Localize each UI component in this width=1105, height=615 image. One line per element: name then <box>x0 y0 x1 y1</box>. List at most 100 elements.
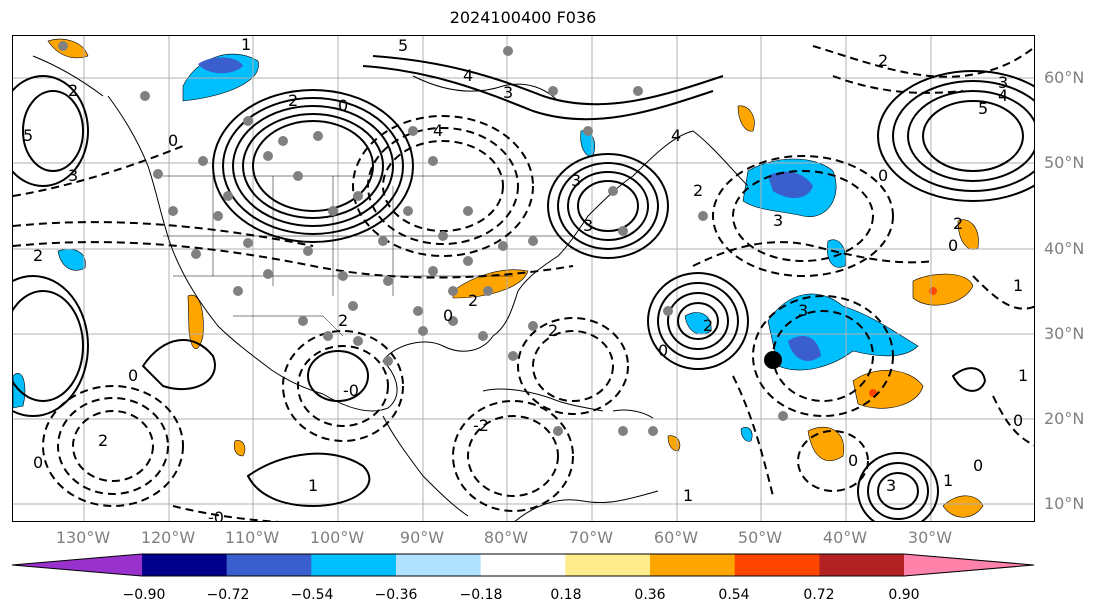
shade-orange-nw <box>47 38 89 59</box>
shade-blue-atlantic-mid <box>827 239 846 268</box>
map-panel: 1 5 2 4 3 0 -0 2 3 0 4 5 4 3 3 2 1 3 0 2… <box>12 35 1035 522</box>
colorbar-tick-label: 0.72 <box>803 587 835 603</box>
contour-label: 1 <box>308 476 318 495</box>
colorbar-segment <box>226 554 312 576</box>
contour-label: -2 <box>473 416 489 435</box>
contour-label: 0 <box>1013 411 1023 430</box>
colorbar-tick-label: 0.36 <box>634 587 666 603</box>
longitude-label: 80°W <box>483 528 529 547</box>
dashed-contours <box>13 45 1034 521</box>
map-title: 2024100400 F036 <box>449 8 597 27</box>
colorbar-outline <box>11 553 1035 577</box>
contour-label: 0 <box>658 341 668 360</box>
contour-label: 5 <box>978 99 988 118</box>
contour-label: 5 <box>398 36 408 55</box>
colorbar-segment <box>311 554 397 576</box>
latitude-label: 10°N <box>1044 494 1085 513</box>
latitude-label: 60°N <box>1044 68 1085 87</box>
shade-blue-central-atlantic <box>767 293 919 371</box>
colorbar-segment <box>12 554 142 576</box>
coastlines <box>32 55 749 521</box>
coastline-hudson-bay <box>412 75 559 102</box>
contour-label: 1 <box>241 36 251 54</box>
contour-label: 1 <box>1018 366 1028 385</box>
colorbar-segment <box>734 554 820 576</box>
longitude-label: 70°W <box>568 528 614 547</box>
contour-label: 0 <box>848 451 858 470</box>
contour-label: 2 <box>68 81 78 100</box>
colorbar-tick-label: −0.54 <box>290 587 334 603</box>
contour-label: 4 <box>998 86 1008 105</box>
shade-orange-atlantic-east <box>912 273 974 306</box>
contour-label: 3 <box>798 301 808 320</box>
colorbar-segment <box>650 554 736 576</box>
shaded-fields <box>13 38 984 518</box>
shade-darkblue-central-atlantic <box>788 336 821 361</box>
shade-blue-pacific-west <box>57 248 86 271</box>
colorbar-tick-label: −0.90 <box>122 587 166 603</box>
shade-darkblue-newfoundland <box>768 171 813 198</box>
contour-label: 0 <box>878 166 888 185</box>
contour-label: 0 <box>443 306 453 325</box>
shade-blue-atlantic-small <box>740 427 753 442</box>
longitude-label: 50°W <box>737 528 783 547</box>
contour-label: 3 <box>503 83 513 102</box>
colorbar <box>11 553 1035 577</box>
colorbar-tick-label: 0.54 <box>718 587 750 603</box>
contour-label: 0 <box>973 456 983 475</box>
shade-orange-lesser-antilles <box>667 435 681 452</box>
coastline-hispaniola <box>612 409 654 419</box>
contour-label: 0 <box>168 131 178 150</box>
coastline-west-north-america <box>107 95 324 395</box>
colorbar-tick-label: 0.90 <box>888 587 920 603</box>
contour-label: 3 <box>998 73 1008 92</box>
contour-label: 3 <box>583 216 593 235</box>
contour-label: 4 <box>433 121 443 140</box>
contour-label: 2 <box>98 431 108 450</box>
colorbar-segment <box>396 554 482 576</box>
contour-label: 2 <box>548 321 558 340</box>
latitude-label: 20°N <box>1044 409 1085 428</box>
contour-label: 0 <box>128 366 138 385</box>
shade-blue-bermuda-low <box>684 312 712 335</box>
gridlines <box>13 36 1034 521</box>
shade-orange-labrador <box>737 105 755 132</box>
contour-label: 1 <box>1013 276 1023 295</box>
coastline-labrador <box>632 130 749 187</box>
contour-label: 3 <box>68 166 78 185</box>
contour-label: 1 <box>683 486 693 505</box>
contour-label: 1 <box>943 471 953 490</box>
longitude-label: 30°W <box>907 528 953 547</box>
longitude-label: 100°W <box>309 528 365 547</box>
coastline-south-america <box>514 490 659 521</box>
shade-orange-carolinas <box>452 269 529 299</box>
contour-label: 2 <box>338 311 348 330</box>
shade-orange-subtropical <box>852 370 924 409</box>
contour-label: -0 <box>208 508 224 522</box>
contour-label: 3 <box>886 476 896 495</box>
contour-label: 2 <box>33 246 43 265</box>
colorbar-segment <box>142 554 228 576</box>
map-canvas: 1 5 2 4 3 0 -0 2 3 0 4 5 4 3 3 2 1 3 0 2… <box>13 36 1034 522</box>
station-dots <box>58 41 788 436</box>
contour-label: 4 <box>671 126 681 145</box>
solid-contours <box>13 55 1034 521</box>
colorbar-tick-label: −0.36 <box>374 587 418 603</box>
contour-label: 2 <box>288 91 298 110</box>
contour-label: 2 <box>953 214 963 233</box>
colorbar-tick-label: −0.72 <box>206 587 250 603</box>
contour-label: 3 <box>773 211 783 230</box>
storm-center-marker <box>764 351 782 369</box>
contour-label: 2 <box>468 291 478 310</box>
contour-label: -0 <box>343 381 359 400</box>
shade-orange-atlantic-mid <box>957 219 979 250</box>
colorbar-segment <box>904 554 1034 576</box>
coastline-cuba <box>482 388 604 412</box>
longitude-label: 40°W <box>822 528 868 547</box>
contour-labels: 1 5 2 4 3 0 -0 2 3 0 4 5 4 3 3 2 1 3 0 2… <box>23 36 1028 522</box>
coastline-east-us <box>492 175 634 337</box>
colorbar-tick-label: 0.18 <box>550 587 582 603</box>
coastline-alaska <box>32 55 104 97</box>
shade-orange-tropical <box>807 426 845 461</box>
contour-label: 3 <box>571 171 581 190</box>
